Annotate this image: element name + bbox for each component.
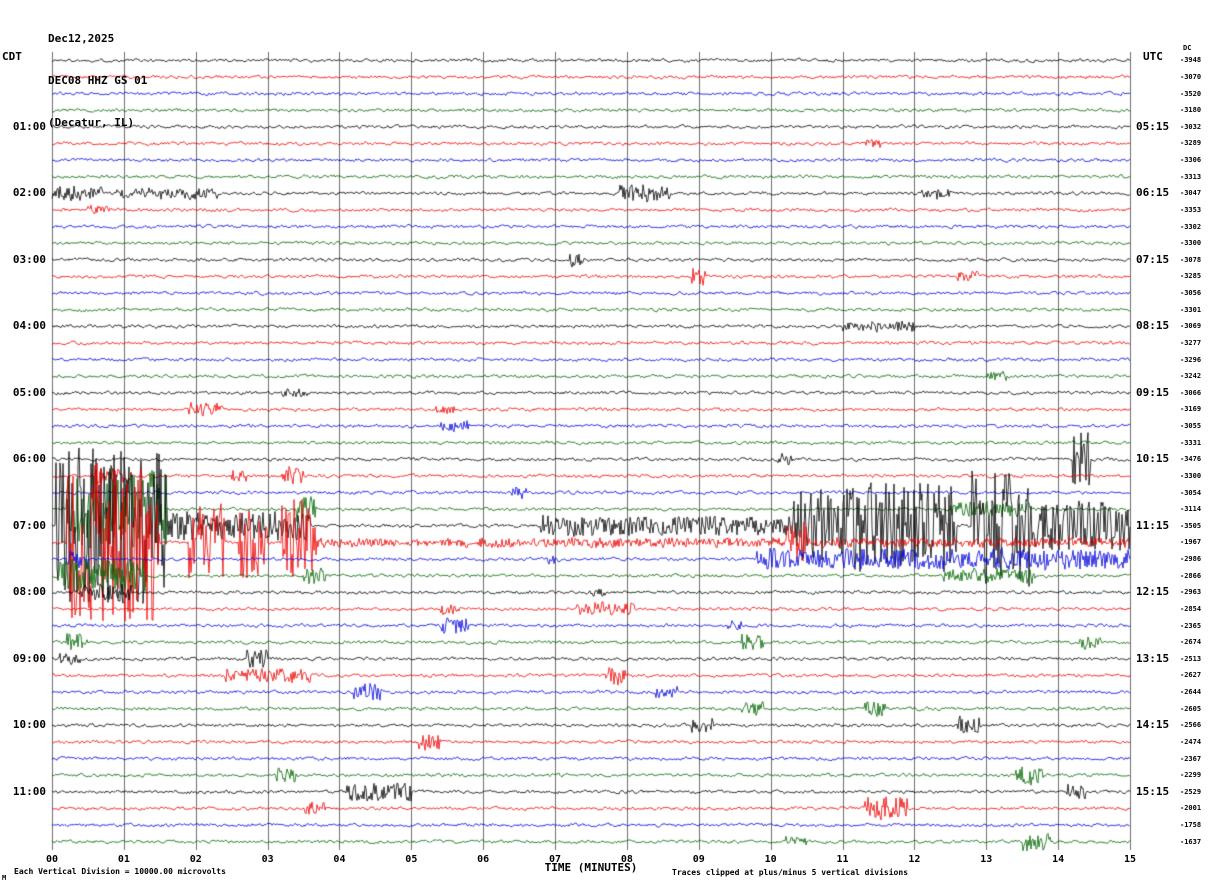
dc-value: -2854 (1180, 604, 1202, 613)
left-time-label: 02:00 (12, 186, 46, 200)
x-tick-label: 07 (549, 854, 562, 865)
right-time-label: 10:15 (1136, 452, 1170, 466)
dc-value: -3300 (1180, 239, 1202, 248)
dc-value: -2474 (1180, 737, 1202, 746)
x-tick-label: 09 (692, 854, 705, 865)
left-time-label: 03:00 (12, 252, 46, 266)
dc-value: -3520 (1180, 89, 1202, 98)
dc-value: -3505 (1180, 521, 1202, 530)
x-tick-label: 11 (836, 854, 849, 865)
right-time-label: 08:15 (1136, 319, 1170, 333)
dc-value: -2566 (1180, 721, 1202, 730)
left-time-label: 08:00 (12, 585, 46, 599)
x-tick-label: 14 (1052, 854, 1065, 865)
title-location: (Decatur, IL) (48, 116, 135, 129)
x-tick-label: 04 (333, 854, 346, 865)
dc-value: -2605 (1180, 704, 1202, 713)
dc-value: -3302 (1180, 222, 1202, 231)
right-timezone-label: UTC (1143, 50, 1163, 63)
dc-value: -2529 (1180, 787, 1202, 796)
title-station: DEC08 HHZ GS 01 (48, 74, 148, 87)
dc-value: -3032 (1180, 122, 1202, 131)
dc-value: -3331 (1180, 438, 1202, 447)
dc-value: -3054 (1180, 488, 1202, 497)
dc-value: -3313 (1180, 172, 1202, 181)
dc-value: -3047 (1180, 189, 1202, 198)
x-tick-label: 00 (45, 854, 59, 865)
dc-value: -3180 (1180, 106, 1202, 115)
dc-value: -3242 (1180, 372, 1202, 381)
dc-value: -3055 (1180, 422, 1202, 431)
right-time-label: 14:15 (1136, 718, 1170, 732)
dc-value: -2644 (1180, 688, 1202, 697)
dc-value: -3296 (1180, 355, 1202, 364)
right-time-label: 13:15 (1136, 651, 1170, 665)
left-time-label: 05:00 (12, 385, 46, 399)
dc-value: -3070 (1180, 72, 1202, 81)
dc-value: -1758 (1180, 821, 1202, 830)
x-tick-label: 15 (1123, 854, 1137, 865)
right-time-label: 11:15 (1136, 518, 1170, 532)
x-tick-label: 06 (477, 854, 490, 865)
dc-value: -3353 (1180, 205, 1202, 214)
left-time-label: 01:00 (12, 119, 46, 133)
dc-value: -1967 (1180, 538, 1202, 547)
plot-title-block: Dec12,2025 DEC08 HHZ GS 01 (Decatur, IL) (48, 4, 147, 158)
dc-value: -3277 (1180, 338, 1202, 347)
right-time-label: 12:15 (1136, 585, 1170, 599)
x-axis-title: TIME (MINUTES) (544, 861, 638, 874)
left-time-label: 11:00 (12, 784, 46, 798)
dc-value: -3056 (1180, 289, 1202, 298)
right-time-label: 09:15 (1136, 385, 1170, 399)
left-time-label: 09:00 (12, 651, 46, 665)
x-tick-label: 13 (980, 854, 993, 865)
left-time-label: 10:00 (12, 718, 46, 732)
dc-value: -2627 (1180, 671, 1202, 680)
dc-value: -3476 (1180, 455, 1202, 464)
dc-value: -2513 (1180, 654, 1202, 663)
dc-value: -3066 (1180, 388, 1202, 397)
dc-value: -3948 (1180, 56, 1202, 65)
right-time-label: 15:15 (1136, 784, 1170, 798)
left-timezone-label: CDT (2, 50, 22, 63)
x-tick-label: 08 (620, 854, 633, 865)
right-time-label: 05:15 (1136, 119, 1170, 133)
dc-value: -2001 (1180, 804, 1202, 813)
dc-value: -2986 (1180, 555, 1202, 564)
x-tick-label: 02 (189, 854, 202, 865)
dc-value: -2367 (1180, 754, 1202, 763)
x-tick-label: 10 (764, 854, 777, 865)
dc-value: -2365 (1180, 621, 1202, 630)
scale-note: Each Vertical Division = 10000.00 microv… (14, 867, 226, 876)
dc-value: -2963 (1180, 588, 1202, 597)
title-date: Dec12,2025 (48, 32, 115, 45)
left-time-label: 06:00 (12, 452, 46, 466)
x-tick-label: 05 (405, 854, 418, 865)
dc-value: -3289 (1180, 139, 1202, 148)
left-time-label: 07:00 (12, 518, 46, 532)
dc-value: -3069 (1180, 322, 1202, 331)
dc-value: -2299 (1180, 771, 1202, 780)
dc-value: -3306 (1180, 156, 1202, 165)
dc-value: -3169 (1180, 405, 1202, 414)
right-time-label: 07:15 (1136, 252, 1170, 266)
dc-value: -3078 (1180, 255, 1202, 264)
dc-value: -1637 (1180, 837, 1202, 846)
watermark-glyph: M (2, 874, 7, 882)
right-time-label: 06:15 (1136, 186, 1170, 200)
dc-header-label: DC (1183, 44, 1192, 52)
x-tick-label: 12 (908, 854, 921, 865)
dc-value: -3114 (1180, 505, 1202, 514)
dc-value: -2674 (1180, 638, 1202, 647)
x-tick-label: 03 (261, 854, 274, 865)
dc-value: -2866 (1180, 571, 1202, 580)
dc-value: -3301 (1180, 305, 1202, 314)
dc-value: -3285 (1180, 272, 1202, 281)
clip-note: Traces clipped at plus/minus 5 vertical … (672, 868, 909, 877)
dc-value: -3300 (1180, 471, 1202, 480)
left-time-label: 04:00 (12, 319, 46, 333)
x-tick-label: 01 (117, 854, 130, 865)
